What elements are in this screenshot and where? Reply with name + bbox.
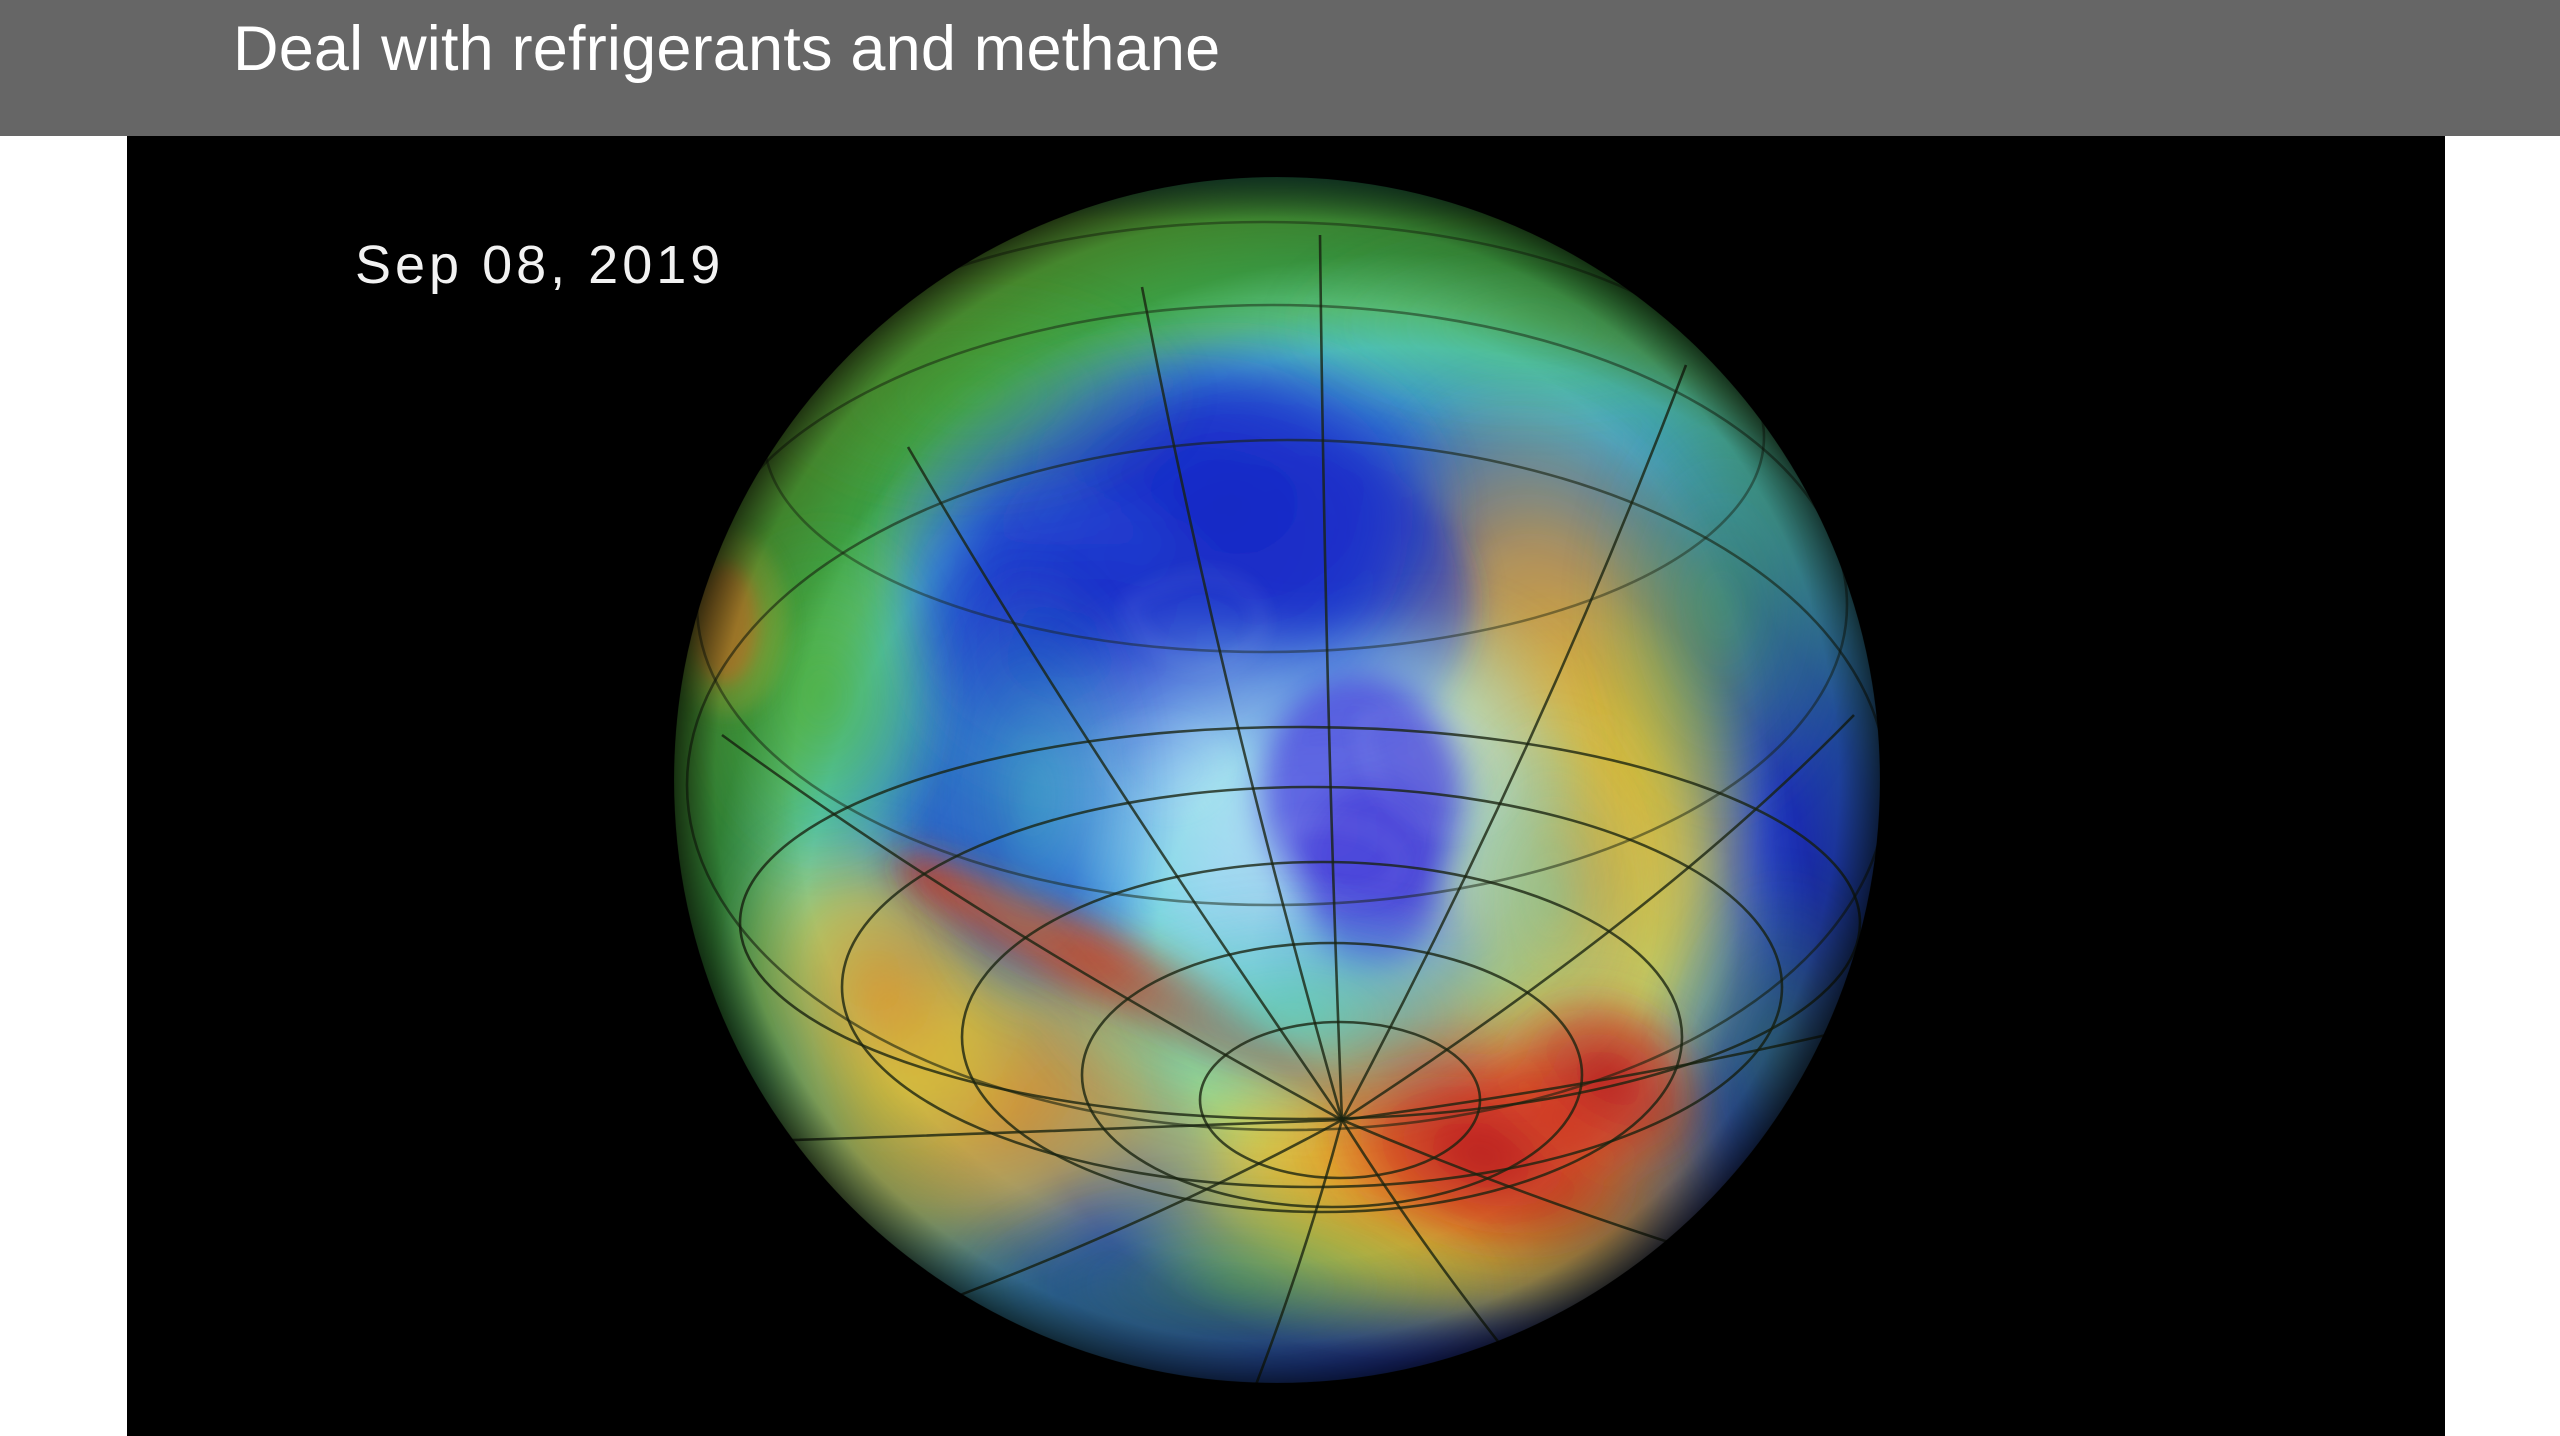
globe-surface [673,176,1881,1384]
page-title: Deal with refrigerants and methane [233,14,1221,84]
ozone-globe-svg [672,175,1882,1385]
left-margin [0,136,127,1436]
globe-graphic [672,175,1882,1385]
right-margin [2445,136,2560,1436]
globe-edge [672,175,1882,1385]
slide-header-bar: Deal with refrigerants and methane [0,0,2560,136]
date-label: Sep 08, 2019 [355,235,725,295]
top-atmosphere-shade [673,176,1881,495]
ozone-visualization-panel: Sep 08, 2019 [127,136,2445,1436]
